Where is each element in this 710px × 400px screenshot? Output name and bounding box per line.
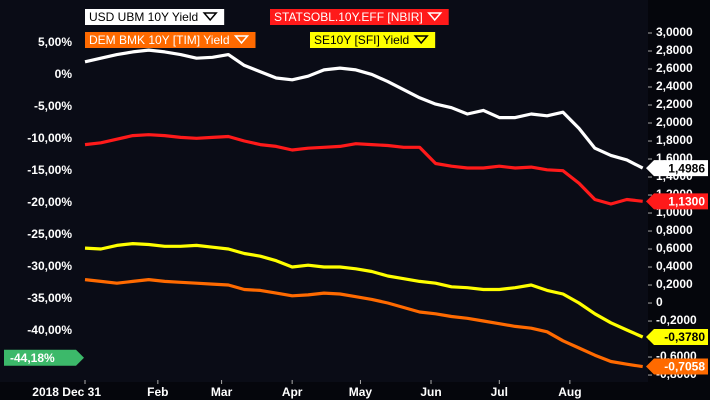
x-tick-label: May xyxy=(349,385,373,399)
legend-dropdown xyxy=(413,35,429,45)
y2-tick-label: 0,6000 xyxy=(656,241,693,255)
value-label-box xyxy=(646,193,708,210)
y-tick-label: -15,00% xyxy=(27,163,72,177)
x-tick-label: Feb xyxy=(147,385,168,399)
y2-tick-label: 0 xyxy=(656,295,663,309)
value-label-box xyxy=(646,358,708,375)
legend-item[interactable]: STATSOBL.10Y.EFF [NBIR] xyxy=(270,9,449,25)
y-tick-label: -30,00% xyxy=(27,259,72,273)
x-tick-label: Aug xyxy=(558,385,581,399)
y2-tick-label: 2,6000 xyxy=(656,61,693,75)
y-tick-label: 5,00% xyxy=(38,35,72,49)
value-label: -0,3780 xyxy=(664,330,705,344)
y-tick-label: -5,00% xyxy=(34,99,72,113)
y2-tick-label: -0,2000 xyxy=(656,313,697,327)
series-line xyxy=(84,133,643,206)
value-label-box xyxy=(646,160,708,177)
y-tick-label: 0% xyxy=(55,67,73,81)
legend-item[interactable]: SE10Y [SFI] Yield xyxy=(310,32,436,48)
x-tick-label: Jul xyxy=(491,385,508,399)
legend-label: USD UBM 10Y Yield xyxy=(89,10,198,24)
x-tick-label: Jun xyxy=(420,385,441,399)
y-tick-label: -35,00% xyxy=(27,291,72,305)
series-line xyxy=(84,48,644,170)
value-label: 1,1300 xyxy=(668,194,705,208)
value-label: -0,7058 xyxy=(664,360,705,374)
plot-area xyxy=(0,0,648,382)
y2-tick-label: 2,8000 xyxy=(656,43,693,57)
series-line xyxy=(84,278,643,369)
legend-label: DEM BMK 10Y [TIM] Yield xyxy=(89,33,230,47)
y2-tick-label: 2,4000 xyxy=(656,79,693,93)
left-marker-label: -44,18% xyxy=(10,351,55,365)
y2-tick-label: 3,0000 xyxy=(656,25,693,39)
legend-label: SE10Y [SFI] Yield xyxy=(314,33,409,47)
value-label: 1,4986 xyxy=(668,161,705,175)
y2-tick-label: 2,2000 xyxy=(656,97,693,111)
legend-dropdown xyxy=(427,12,443,22)
x-tick-label: Apr xyxy=(282,385,303,399)
legend-item[interactable]: DEM BMK 10Y [TIM] Yield xyxy=(85,32,256,48)
y-tick-label: -20,00% xyxy=(27,195,72,209)
legend-item[interactable]: USD UBM 10Y Yield xyxy=(85,9,225,25)
series-line xyxy=(84,242,644,339)
legend-box xyxy=(310,32,436,48)
y-tick-label: -40,00% xyxy=(27,323,72,337)
left-marker-box xyxy=(4,349,84,366)
legend-dropdown xyxy=(202,12,218,22)
y2-tick-label: 0,2000 xyxy=(656,277,693,291)
x-tick-label: 2018 Dec 31 xyxy=(32,385,101,399)
legend-box xyxy=(85,32,256,48)
legend-box xyxy=(270,9,449,25)
x-tick-label: Mar xyxy=(211,385,233,399)
legend-box xyxy=(85,9,225,25)
y-tick-label: -10,00% xyxy=(27,131,72,145)
value-label-box xyxy=(646,329,708,346)
y2-tick-label: 0,4000 xyxy=(656,259,693,273)
y2-tick-label: 0,8000 xyxy=(656,223,693,237)
legend-dropdown xyxy=(233,35,250,45)
y2-tick-label: 1,8000 xyxy=(656,133,693,147)
legend-label: STATSOBL.10Y.EFF [NBIR] xyxy=(274,10,423,24)
y-tick-label: -25,00% xyxy=(27,227,72,241)
y2-tick-label: 2,0000 xyxy=(656,115,693,129)
